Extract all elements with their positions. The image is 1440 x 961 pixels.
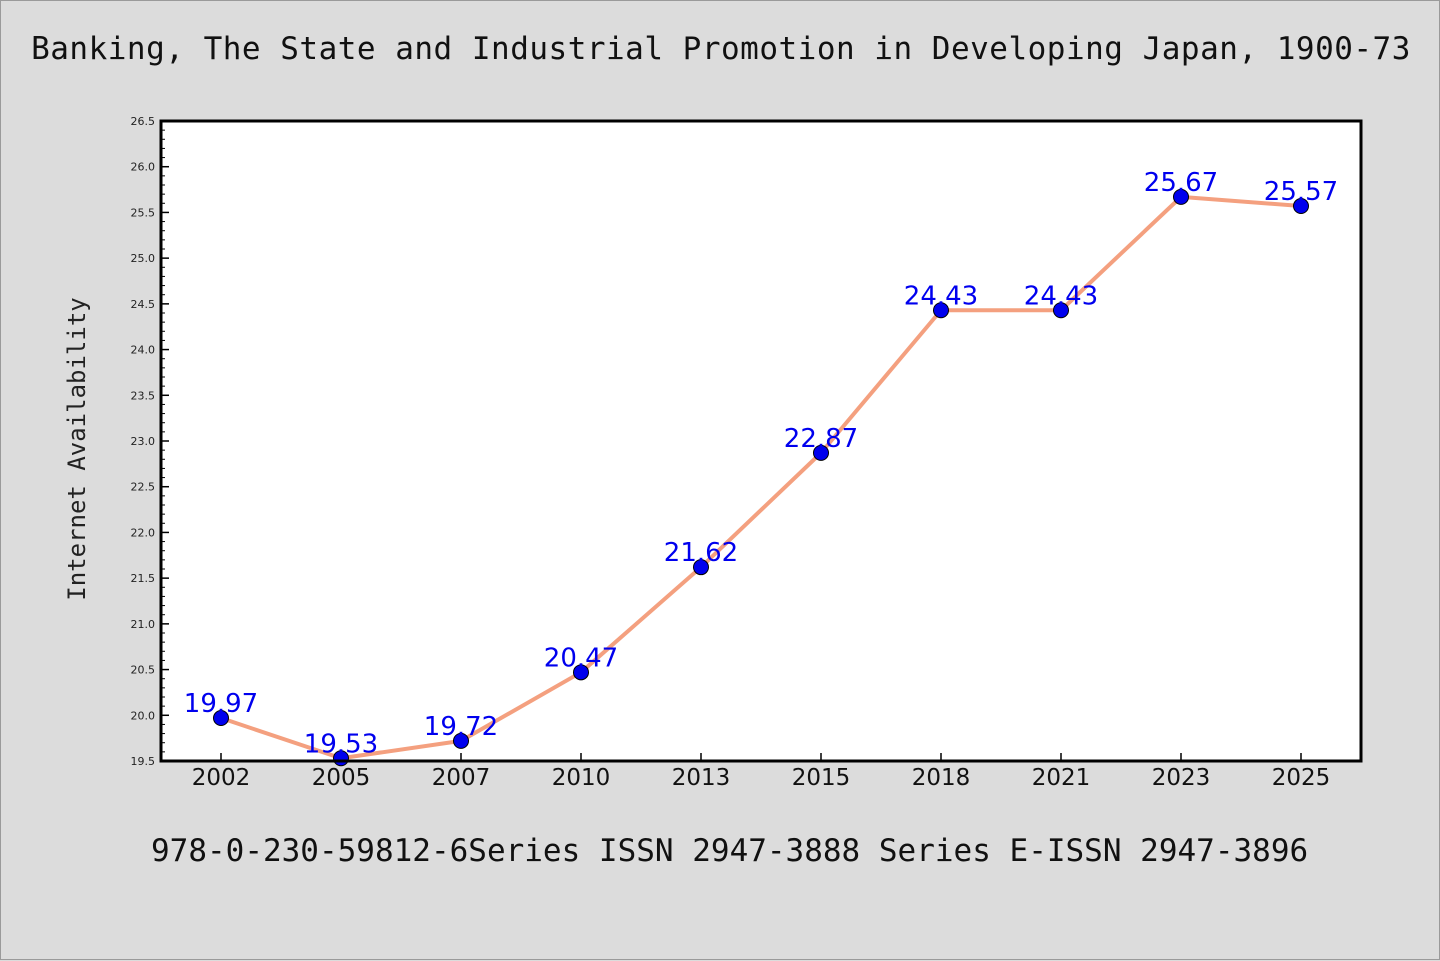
data-point	[1173, 188, 1189, 205]
y-tick-label: 26.5	[131, 115, 156, 128]
series-line	[219, 194, 1303, 761]
y-tick-label: 22.5	[131, 481, 156, 494]
x-tick-label: 2015	[792, 765, 851, 791]
data-point	[693, 559, 709, 576]
y-axis: 19.5 20.0 20.5 21.0 21.5 22.0 22.5 23.0 23.5 24.0…	[131, 115, 169, 768]
x-tick-label: 2018	[912, 765, 971, 791]
data-label: 25.57	[1264, 177, 1338, 207]
data-label: 21.62	[664, 538, 738, 568]
data-label: 22.87	[784, 424, 858, 454]
data-point	[1053, 302, 1069, 319]
y-tick-label: 20.5	[131, 664, 156, 677]
y-tick-label: 24.0	[131, 344, 156, 357]
plot-border	[159, 119, 1363, 763]
data-label: 24.43	[904, 281, 978, 311]
y-tick-label: 25.5	[131, 206, 156, 219]
x-axis: 2002 2005 2007 2010 2013 2015 2018 2021 2023 2025	[192, 753, 1331, 791]
plot-area	[161, 121, 1361, 761]
x-tick-label: 2021	[1032, 765, 1091, 791]
x-tick-label: 2005	[312, 765, 371, 791]
y-tick-label: 21.5	[131, 572, 156, 585]
data-label: 24.43	[1024, 281, 1098, 311]
data-point	[453, 732, 469, 749]
data-point	[213, 710, 229, 727]
data-point	[1293, 198, 1309, 215]
y-tick-label: 22.0	[131, 526, 156, 539]
data-label: 19.97	[184, 689, 258, 719]
x-tick-label: 2025	[1272, 765, 1331, 791]
data-label: 25.67	[1144, 168, 1218, 198]
y-tick-label: 20.0	[131, 709, 156, 722]
data-point	[933, 302, 949, 319]
x-tick-label: 2002	[192, 765, 251, 791]
x-tick-label: 2010	[552, 765, 611, 791]
data-point	[573, 664, 589, 681]
y-tick-label: 23.0	[131, 435, 156, 448]
footer-note: 978-0-230-59812-6Series ISSN 2947-3888 S…	[151, 833, 1309, 869]
y-tick-label: 24.5	[131, 298, 156, 311]
x-tick-label: 2023	[1152, 765, 1211, 791]
data-label: 19.72	[424, 712, 498, 742]
y-tick-label: 19.5	[131, 755, 156, 768]
y-tick-label: 25.0	[131, 252, 156, 265]
data-point	[813, 444, 829, 461]
data-labels: 19.97 19.53 19.72 20.47 21.62 22.87 24.43 24.43…	[184, 168, 1338, 759]
y-tick-label: 21.0	[131, 618, 156, 631]
x-tick-label: 2013	[672, 765, 731, 791]
data-label: 20.47	[544, 643, 618, 673]
chart-title: Banking, The State and Industrial Promot…	[31, 31, 1411, 67]
y-tick-label: 26.0	[131, 161, 156, 174]
x-tick-label: 2007	[432, 765, 491, 791]
y-tick-label: 23.5	[131, 389, 156, 402]
data-label: 19.53	[304, 729, 378, 759]
